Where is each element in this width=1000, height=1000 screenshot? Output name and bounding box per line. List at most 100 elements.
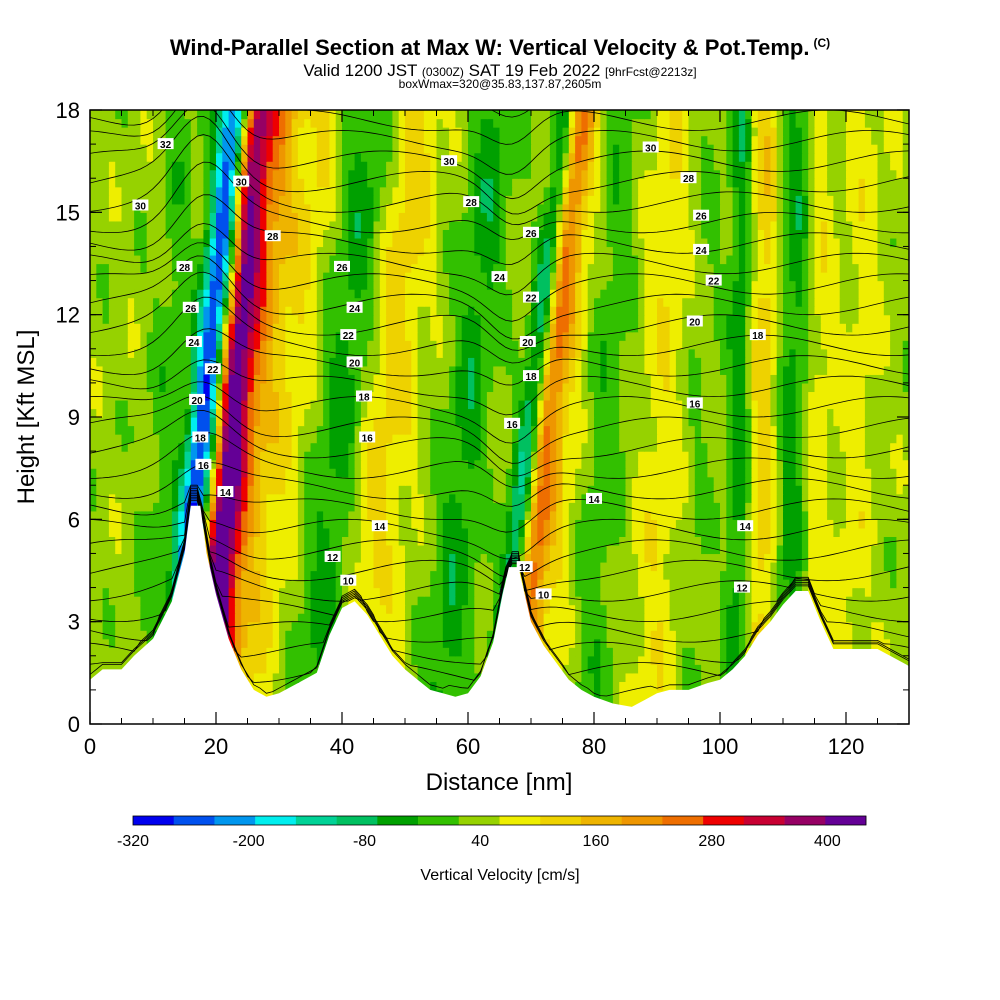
velocity-cell	[266, 510, 274, 520]
velocity-cell	[423, 519, 431, 529]
velocity-cell	[688, 519, 696, 529]
velocity-cell	[486, 485, 494, 495]
velocity-cell	[335, 519, 343, 529]
velocity-cell	[619, 655, 627, 665]
velocity-cell	[222, 621, 230, 631]
velocity-cell	[600, 604, 608, 614]
velocity-cell	[329, 434, 337, 444]
velocity-cell	[310, 613, 318, 623]
velocity-cell	[776, 502, 784, 512]
velocity-cell	[631, 613, 639, 623]
forecast-info: [9hrFcst@2213z]	[605, 65, 697, 79]
velocity-cell	[442, 510, 450, 520]
velocity-cell	[146, 391, 154, 401]
velocity-cell	[171, 434, 179, 444]
velocity-cell	[839, 561, 847, 572]
velocity-cell	[146, 527, 154, 537]
velocity-cell	[360, 519, 368, 529]
velocity-cell	[323, 604, 330, 614]
velocity-cell	[549, 621, 557, 631]
velocity-cell	[839, 604, 847, 614]
velocity-cell	[449, 672, 456, 682]
velocity-cell	[568, 451, 576, 461]
velocity-cell	[543, 451, 551, 461]
velocity-cell	[764, 493, 771, 503]
velocity-cell	[783, 502, 790, 512]
velocity-cell	[770, 485, 778, 495]
velocity-cell	[625, 638, 633, 648]
velocity-cell	[631, 553, 639, 563]
velocity-cell	[423, 459, 431, 469]
velocity-cell	[316, 493, 324, 503]
velocity-cell	[442, 485, 450, 495]
velocity-cell	[297, 613, 305, 623]
velocity-cell	[606, 553, 614, 563]
velocity-cell	[864, 621, 872, 631]
velocity-cell	[329, 459, 337, 469]
velocity-cell	[726, 417, 734, 427]
velocity-cell	[386, 391, 393, 401]
velocity-cell	[279, 536, 286, 546]
velocity-cell	[789, 493, 797, 503]
velocity-cell	[411, 459, 419, 469]
velocity-cell	[518, 485, 526, 495]
velocity-cell	[127, 570, 135, 580]
velocity-cell	[323, 459, 330, 469]
velocity-cell	[209, 476, 217, 486]
velocity-cell	[316, 391, 324, 401]
velocity-cell	[877, 493, 885, 503]
velocity-cell	[159, 510, 167, 520]
velocity-cell	[675, 579, 683, 589]
velocity-cell	[650, 672, 658, 682]
velocity-cell	[455, 613, 463, 623]
velocity-cell	[461, 519, 469, 529]
velocity-cell	[726, 468, 734, 478]
velocity-cell	[669, 544, 677, 555]
velocity-cell	[253, 655, 261, 665]
velocity-cell	[455, 638, 463, 648]
velocity-cell	[342, 502, 349, 512]
velocity-cell	[808, 561, 816, 572]
velocity-cell	[266, 681, 274, 691]
velocity-cell	[153, 425, 160, 435]
velocity-cell	[379, 579, 387, 589]
velocity-cell	[688, 527, 696, 537]
velocity-cell	[436, 587, 444, 597]
velocity-cell	[203, 399, 211, 410]
velocity-cell	[562, 425, 570, 435]
velocity-cell	[619, 544, 627, 555]
velocity-cell	[852, 434, 860, 444]
velocity-cell	[896, 553, 904, 563]
velocity-cell	[291, 468, 299, 478]
velocity-cell	[726, 510, 734, 520]
velocity-cell	[159, 434, 167, 444]
velocity-cell	[713, 468, 721, 478]
velocity-cell	[663, 604, 671, 614]
velocity-cell	[310, 561, 318, 572]
velocity-cell	[430, 553, 438, 563]
velocity-cell	[657, 510, 664, 520]
velocity-cell	[764, 510, 771, 520]
velocity-cell	[587, 647, 595, 657]
velocity-cell	[461, 561, 469, 572]
velocity-cell	[102, 485, 110, 495]
velocity-cell	[757, 604, 765, 614]
velocity-cell	[96, 468, 104, 478]
velocity-cell	[694, 434, 702, 444]
velocity-cell	[688, 587, 696, 597]
velocity-cell	[688, 468, 696, 478]
velocity-cell	[600, 655, 608, 665]
velocity-cell	[625, 655, 633, 665]
velocity-cell	[228, 596, 236, 606]
velocity-cell	[260, 408, 267, 418]
velocity-cell	[549, 510, 557, 520]
velocity-cell	[896, 519, 904, 529]
velocity-cell	[726, 442, 734, 452]
velocity-cell	[436, 544, 444, 555]
velocity-cell	[738, 561, 746, 572]
velocity-cell	[468, 655, 475, 665]
velocity-cell	[405, 561, 412, 572]
velocity-cell	[575, 621, 582, 631]
velocity-cell	[871, 561, 879, 572]
velocity-cell	[423, 468, 431, 478]
